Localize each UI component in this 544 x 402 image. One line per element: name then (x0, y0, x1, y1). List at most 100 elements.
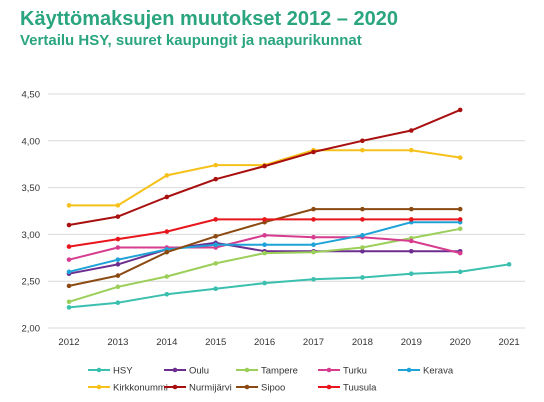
data-point (115, 214, 121, 219)
x-tick-label: 2015 (205, 337, 226, 348)
x-tick-label: 2013 (107, 337, 128, 348)
legend-item-oulu: Oulu (164, 366, 209, 377)
y-tick-label: 4,00 (22, 136, 41, 147)
data-point (66, 244, 72, 249)
legend-item-tampere: Tampere (236, 366, 298, 377)
x-tick-label: 2012 (58, 337, 79, 348)
legend-item-nurmijärvi: Nurmijärvi (164, 383, 232, 394)
data-point (409, 128, 414, 133)
data-point (213, 217, 218, 222)
data-point (213, 233, 218, 239)
data-point (457, 226, 463, 232)
data-point (66, 269, 72, 275)
x-tick-label: 2020 (450, 337, 471, 348)
data-point (409, 238, 414, 244)
x-tick-label: 2018 (352, 337, 373, 348)
data-point (457, 269, 463, 275)
data-point (115, 245, 121, 250)
series-line (68, 234, 461, 261)
data-point (115, 236, 121, 242)
data-point (311, 242, 316, 247)
data-point (164, 229, 170, 234)
legend-label: Sipoo (261, 383, 285, 394)
data-point (360, 245, 365, 250)
y-tick-label: 2,50 (22, 277, 41, 288)
data-point (115, 203, 121, 208)
data-point (164, 173, 170, 178)
data-point (66, 257, 72, 262)
data-point (409, 217, 414, 222)
legend-item-hsy: HSY (88, 366, 133, 377)
data-point (409, 147, 414, 153)
data-point (360, 147, 365, 153)
data-point (262, 217, 267, 222)
x-axis-ticks: 2012 2013 2014 2015 2016 2017 2018 2019 2020 2021 (58, 337, 519, 348)
legend-label: Kerava (423, 366, 454, 377)
data-point (66, 305, 72, 310)
legend-marker (172, 367, 178, 373)
legend-marker (244, 367, 250, 373)
data-point (457, 250, 463, 256)
data-point (262, 280, 267, 286)
data-point (262, 242, 267, 247)
data-point (457, 155, 463, 160)
y-tick-label: 4,50 (22, 90, 41, 101)
legend-marker (172, 384, 178, 390)
chart-legend: HSY Oulu Tampere Turku Kerava Kirkkonummi Nurm… (88, 366, 454, 394)
legend-marker (326, 384, 332, 390)
series-line (69, 149, 461, 207)
data-point (360, 233, 365, 238)
data-point (506, 262, 512, 267)
y-tick-label: 3,00 (22, 230, 41, 241)
data-point (213, 261, 218, 266)
legend-marker (244, 384, 250, 390)
data-point (311, 277, 316, 282)
series-hsy (66, 262, 512, 310)
series-kerava (66, 219, 463, 275)
data-point (115, 257, 121, 262)
data-point (115, 300, 121, 306)
data-point (409, 206, 414, 212)
data-point (311, 234, 316, 240)
series-nurmijärvi (66, 107, 463, 228)
series-line (68, 263, 510, 309)
data-point (115, 273, 121, 278)
legend-label: Tuusula (343, 383, 377, 394)
legend-item-kerava: Kerava (398, 366, 454, 377)
data-point (360, 275, 365, 280)
data-point (360, 248, 365, 254)
data-point (164, 249, 170, 255)
legend-item-tuusula: Tuusula (318, 383, 377, 394)
legend-item-turku: Turku (318, 366, 367, 377)
data-point (262, 250, 267, 256)
legend-label: Nurmijärvi (189, 383, 232, 394)
data-point (164, 274, 170, 279)
data-point (66, 203, 72, 208)
data-point (115, 262, 121, 267)
data-point (262, 163, 267, 169)
chart-series (66, 107, 512, 310)
legend-label: Oulu (189, 366, 209, 377)
data-point (66, 222, 72, 228)
data-point (213, 162, 218, 168)
series-tuusula (66, 217, 463, 249)
legend-marker (326, 367, 332, 373)
data-point (213, 176, 218, 182)
y-tick-label: 2,00 (22, 324, 41, 335)
data-point (457, 107, 463, 113)
y-axis-ticks: 2,00 2,50 3,00 3,50 4,00 4,50 (22, 90, 41, 335)
legend-marker (96, 367, 102, 373)
legend-label: Tampere (261, 366, 298, 377)
series-sipoo (66, 206, 463, 289)
chart-grid (48, 93, 525, 329)
page-subtitle: Vertailu HSY, suuret kaupungit ja naapur… (20, 32, 362, 49)
data-point (311, 149, 316, 155)
data-point (311, 206, 316, 212)
x-tick-label: 2019 (401, 337, 422, 348)
data-point (360, 206, 365, 212)
data-point (164, 292, 170, 297)
data-point (262, 233, 267, 238)
series-kirkkonummi (66, 147, 463, 208)
data-point (164, 194, 170, 200)
data-point (409, 271, 414, 277)
